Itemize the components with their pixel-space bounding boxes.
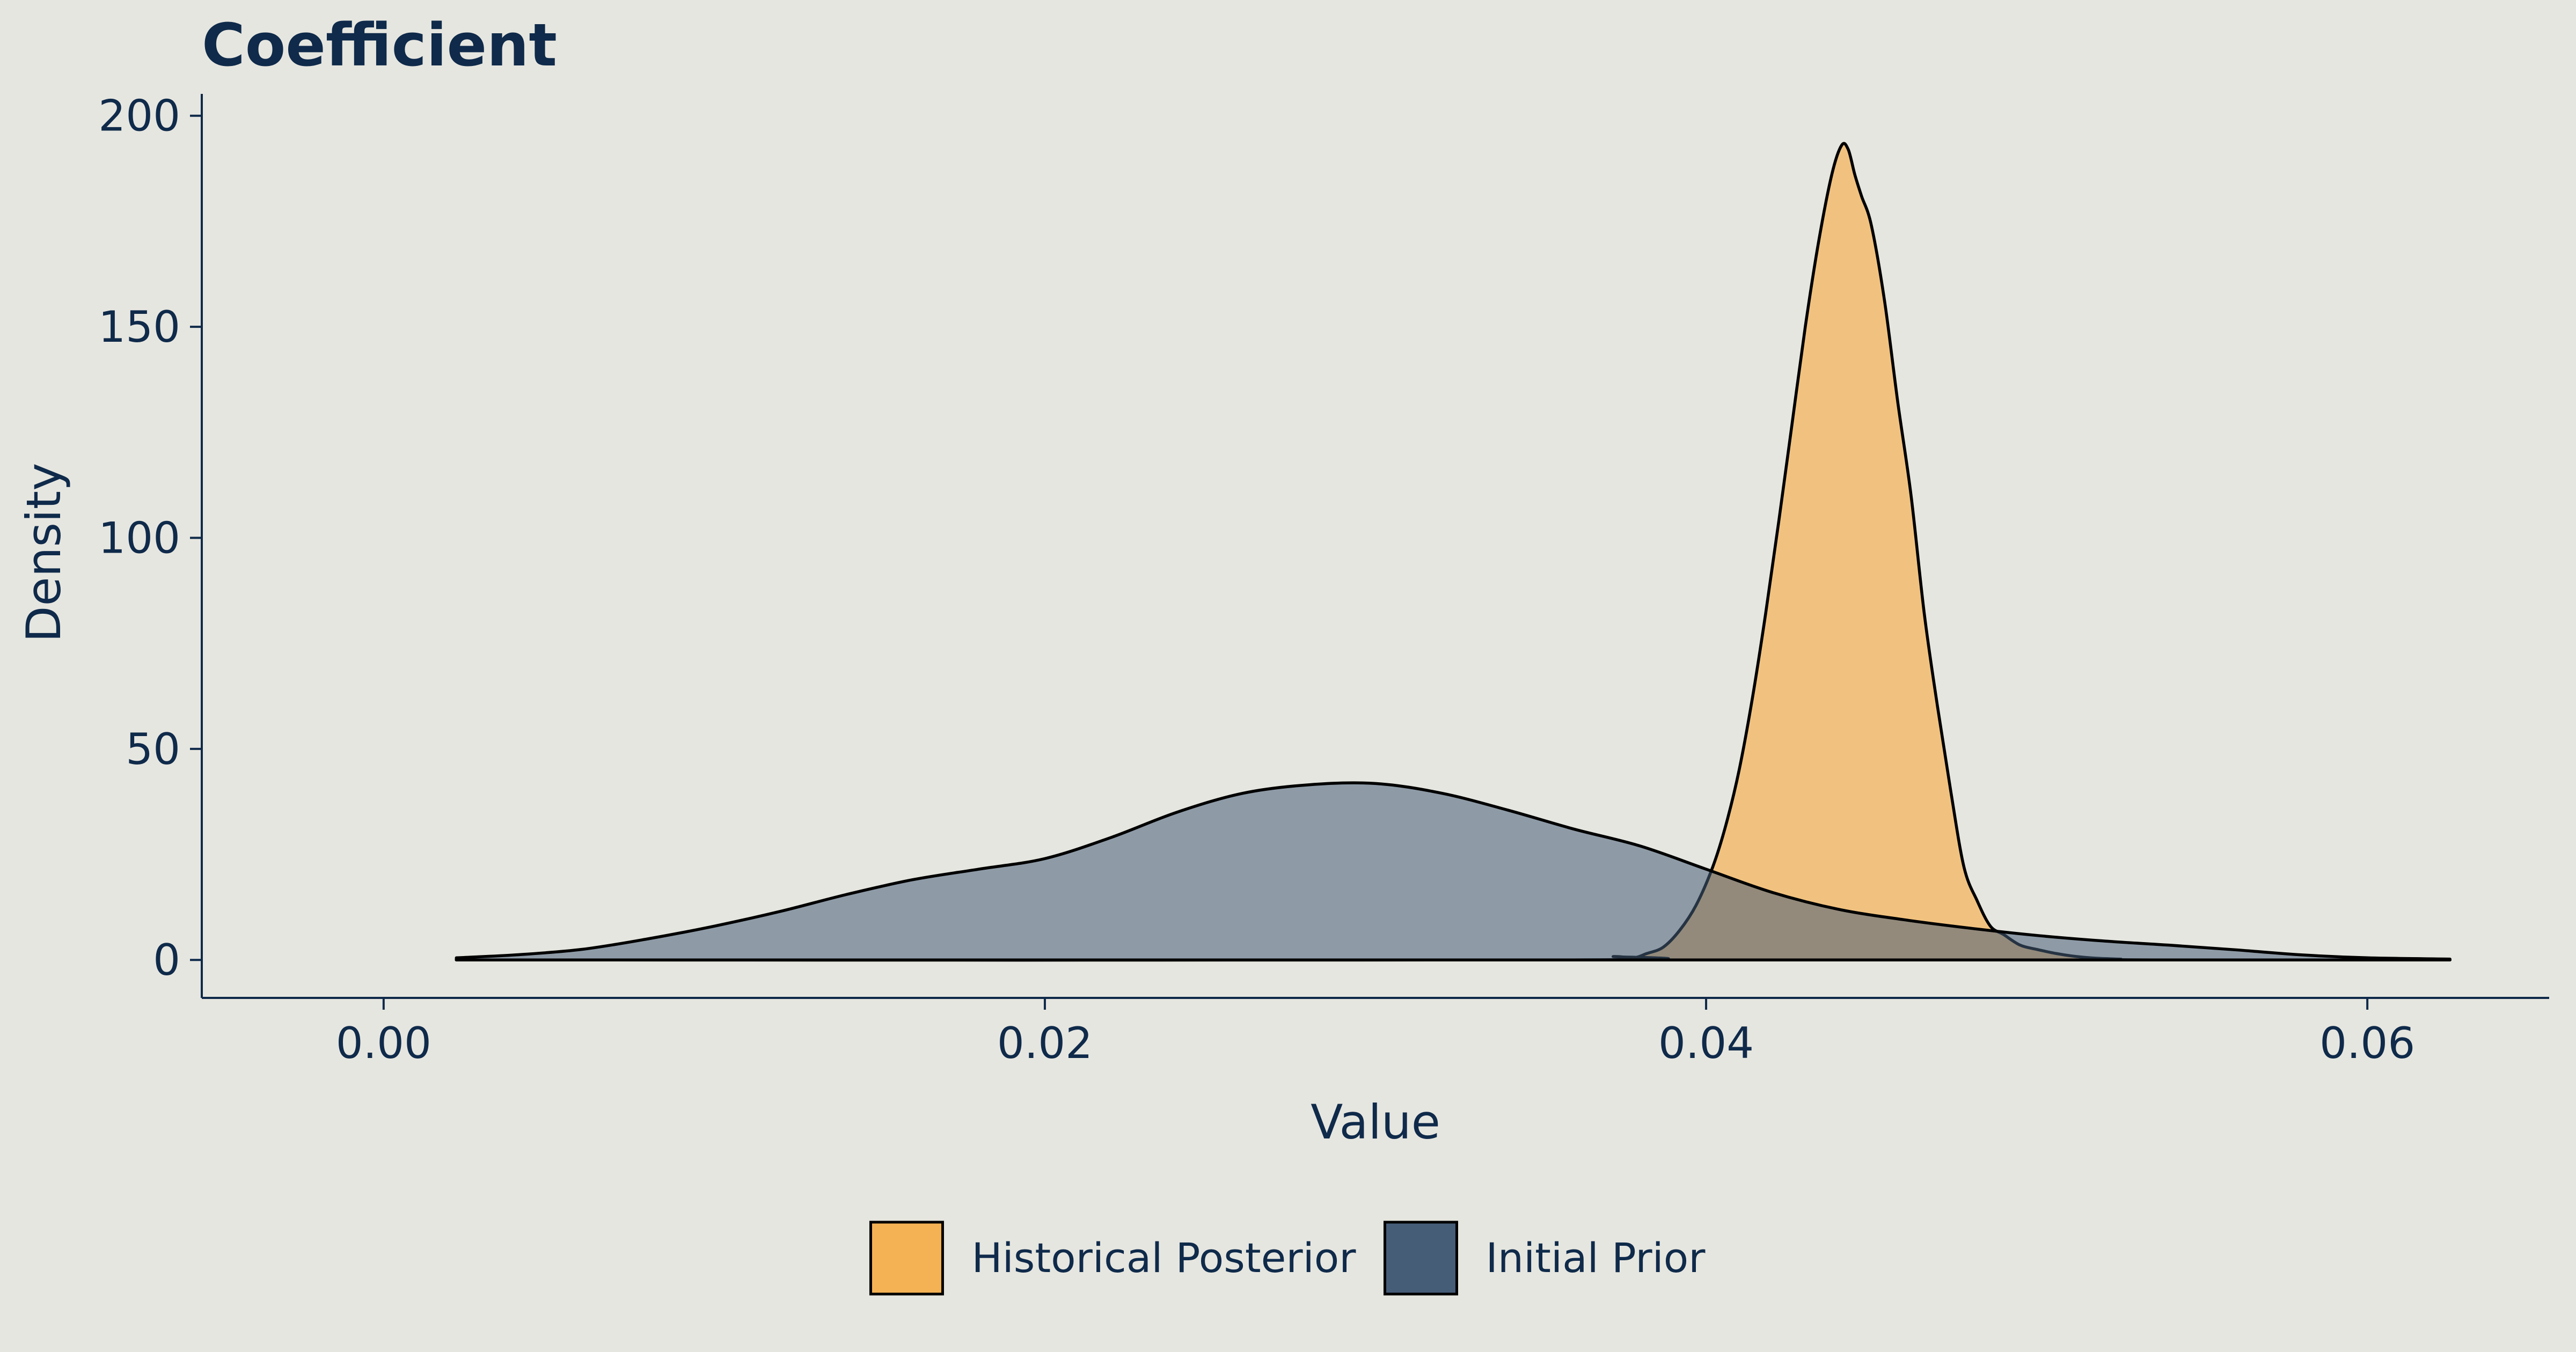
legend: Historical Posterior Initial Prior	[869, 1221, 1706, 1296]
y-tick-label: 50	[126, 724, 180, 774]
legend-label: Historical Posterior	[971, 1234, 1356, 1282]
density-areas	[455, 142, 2451, 962]
x-tick-label: 0.06	[2319, 1018, 2415, 1068]
legend-label: Initial Prior	[1485, 1234, 1706, 1282]
x-tick-label: 0.02	[997, 1018, 1093, 1068]
y-axis-title: Density	[16, 463, 71, 643]
axes: 0 50 100 150 200 0.00 0.02 0.04 0.06	[98, 91, 2549, 1068]
legend-item: Initial Prior	[1383, 1221, 1706, 1296]
y-tick-label: 150	[98, 302, 180, 352]
y-tick-label: 200	[98, 91, 180, 141]
legend-item: Historical Posterior	[869, 1221, 1356, 1296]
chart-title: Coefficient	[202, 11, 557, 79]
y-tick-label: 0	[153, 935, 180, 985]
x-tick-label: 0.00	[336, 1018, 431, 1068]
x-tick-label: 0.04	[1658, 1018, 1754, 1068]
legend-swatch	[1383, 1221, 1458, 1296]
y-tick-label: 100	[98, 513, 180, 563]
x-axis-title: Value	[1311, 1094, 1440, 1150]
legend-swatch	[869, 1221, 944, 1296]
density-area-initial-prior	[455, 781, 2451, 961]
